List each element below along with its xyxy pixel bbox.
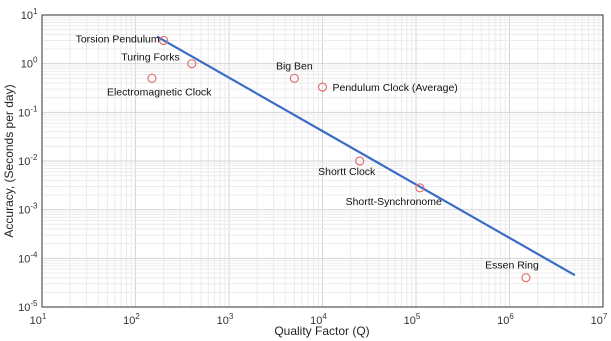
data-point-marker	[147, 73, 157, 83]
x-tick-label: 106	[497, 312, 514, 327]
y-tick-exponent: -5	[30, 299, 38, 308]
data-point-label: Shortt-Synchronome	[346, 196, 442, 208]
data-point-marker	[289, 73, 299, 83]
x-axis-label: Quality Factor (Q)	[274, 324, 369, 338]
data-point-label: Big Ben	[276, 60, 313, 72]
data-point-marker	[317, 82, 328, 92]
data-point-label: Torsion Pendulum	[76, 33, 160, 45]
x-tick-exponent: 1	[42, 312, 47, 321]
y-tick-label: 10-3	[18, 202, 38, 217]
x-tick-exponent: 3	[229, 312, 234, 321]
data-point-label: Pendulum Clock (Average)	[333, 82, 458, 94]
data-point-label: Essen Ring	[485, 260, 539, 272]
y-tick-exponent: -3	[30, 202, 38, 211]
x-tick-label: 101	[30, 312, 47, 327]
data-point-marker	[355, 156, 365, 166]
x-tick-label: 107	[591, 312, 608, 327]
y-tick-exponent: -1	[30, 104, 38, 113]
y-tick-exponent: -2	[30, 153, 38, 162]
x-tick-exponent: 7	[603, 312, 608, 321]
y-tick-exponent: -4	[30, 250, 38, 259]
data-point-label: Turing Forks	[121, 52, 180, 64]
y-axis-label: Accuracy, (Seconds per day)	[2, 84, 16, 237]
x-tick-exponent: 5	[416, 312, 421, 321]
data-points: Torsion Pendulum Turing Forks Electromagne…	[76, 33, 539, 283]
data-point-marker	[159, 35, 169, 46]
y-tick-exponent: 1	[33, 7, 38, 16]
x-tick-label: 103	[217, 312, 234, 327]
grid	[41, 15, 603, 308]
data-point-marker	[415, 183, 425, 193]
y-tick-label: 101	[21, 7, 38, 22]
y-tick-label: 10-4	[18, 250, 38, 265]
data-point-marker	[521, 273, 531, 283]
y-tick-label: 10-2	[18, 153, 38, 168]
x-tick-exponent: 6	[509, 312, 514, 321]
x-tick-label: 105	[404, 312, 421, 327]
data-point-label: Shortt Clock	[318, 166, 376, 178]
y-tick-exponent: 0	[33, 56, 38, 65]
y-tick-label: 10-1	[18, 104, 38, 119]
plot-frame	[41, 14, 604, 308]
trend-line	[156, 35, 576, 277]
x-tick-label: 102	[123, 312, 140, 327]
y-tick-label: 100	[21, 56, 38, 71]
data-point-marker	[187, 59, 197, 69]
y-tick-label: 10-5	[18, 299, 38, 314]
x-tick-exponent: 4	[322, 312, 327, 321]
trend-line-group	[156, 35, 576, 277]
data-point-label: Electromagnetic Clock	[107, 86, 212, 98]
x-tick-exponent: 2	[135, 312, 140, 321]
